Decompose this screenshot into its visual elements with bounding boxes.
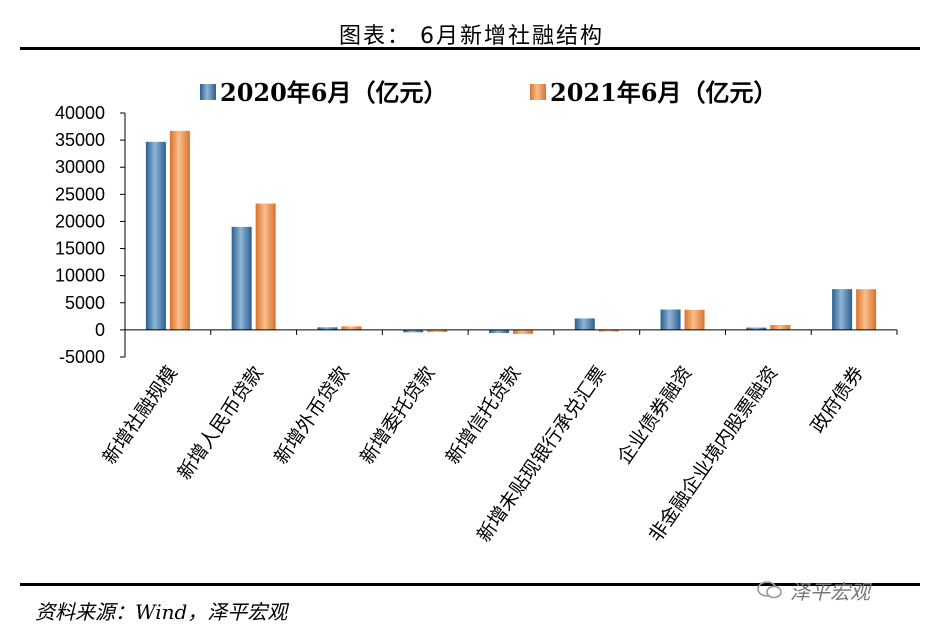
- y-tick-label: 30000: [55, 157, 105, 177]
- bar-2021-0: [169, 130, 190, 330]
- bar-2020-0: [145, 141, 166, 330]
- bar-2020-1: [231, 226, 252, 330]
- legend-label-2020: 2020年6月（亿元）: [220, 78, 448, 107]
- wechat-icon: [757, 581, 782, 599]
- bar-2021-7: [770, 325, 791, 330]
- bar-2020-8: [832, 289, 853, 330]
- bars: [145, 130, 877, 334]
- bottom-rule: [20, 583, 920, 586]
- bar-2021-8: [856, 289, 877, 330]
- bar-2021-2: [341, 326, 362, 330]
- y-tick-label: 10000: [55, 266, 105, 286]
- bar-2020-5: [574, 318, 595, 330]
- bar-2021-4: [513, 329, 533, 334]
- legend-swatch-2020: [200, 84, 216, 100]
- x-category-label: 新增委托贷款: [356, 362, 439, 468]
- x-category-label: 新增信托贷款: [442, 362, 525, 468]
- bar-2021-1: [255, 203, 276, 330]
- y-tick-label: 40000: [55, 103, 105, 123]
- page-title: 图表： 6月新增社融结构: [339, 24, 604, 49]
- y-axis: -5000 0 5000 10000 15000 20000 25000 30000 35000…: [55, 103, 126, 367]
- y-tick-label: 35000: [55, 130, 105, 150]
- bar-2021-6: [684, 309, 705, 330]
- bar-2020-7: [746, 327, 767, 330]
- source-note: 资料来源：Wind，泽平宏观: [35, 600, 288, 624]
- x-category-label: 政府债券: [807, 362, 869, 437]
- bar-2021-3: [427, 329, 448, 333]
- y-tick-label: 5000: [65, 293, 105, 313]
- x-category-label: 新增外币贷款: [270, 362, 353, 468]
- legend-label-2021: 2021年6月（亿元）: [550, 78, 778, 107]
- y-tick-label: 20000: [55, 211, 105, 231]
- bar-2020-2: [317, 327, 338, 330]
- y-tick-label: 15000: [55, 239, 105, 259]
- legend-swatch-2021: [530, 84, 546, 100]
- bar-2020-4: [489, 329, 509, 334]
- y-tick-label: 25000: [55, 184, 105, 204]
- watermark: 泽平宏观: [790, 580, 870, 604]
- x-category-label: 企业债券融资: [613, 362, 696, 468]
- bar-2020-6: [660, 309, 681, 330]
- legend: 2020年6月（亿元） 2021年6月（亿元）: [200, 78, 778, 107]
- x-category-label: 新增社融规模: [99, 362, 182, 468]
- y-tick-label: -5000: [59, 347, 105, 367]
- top-rule: [20, 47, 920, 50]
- bar-chart: 2020年6月（亿元） 2021年6月（亿元） -5000 0 5000 10000 15…: [55, 78, 898, 546]
- bar-2020-3: [403, 329, 424, 333]
- y-tick-label: 0: [95, 320, 105, 340]
- bar-2021-5: [598, 329, 619, 332]
- x-category-label: 新增人民币贷款: [173, 362, 267, 484]
